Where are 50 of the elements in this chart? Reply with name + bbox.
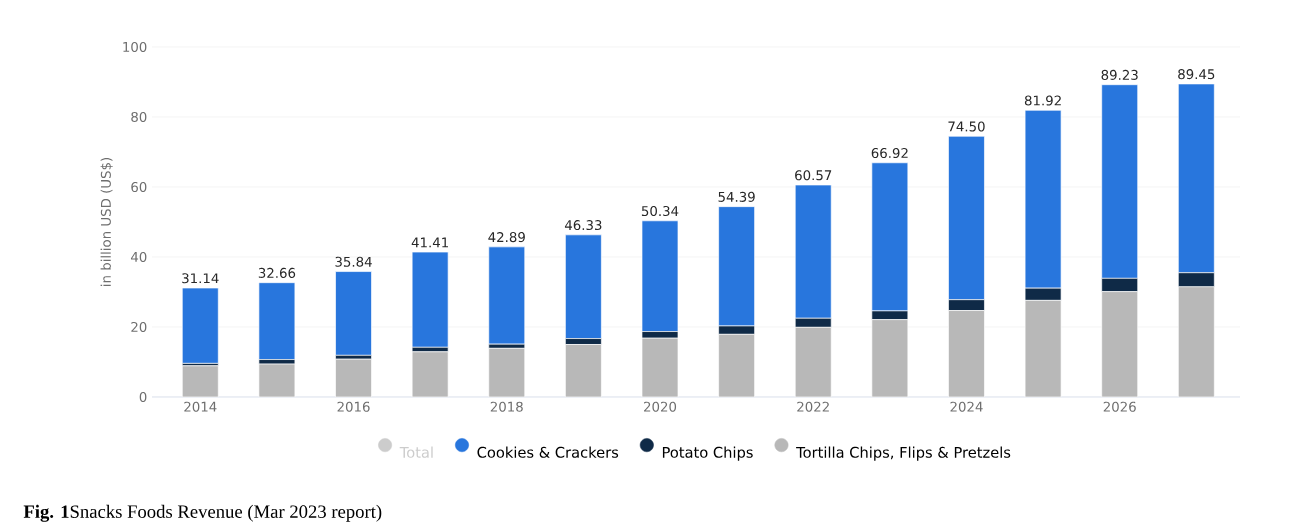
x-tick-label: 2024 [950, 401, 983, 412]
y-tick-label: 80 [131, 111, 147, 123]
total-label: 89.45 [1178, 69, 1215, 80]
bar [335, 358, 372, 397]
bar [948, 310, 985, 397]
x-tick-label: 2022 [797, 401, 829, 412]
y-tick-label: 20 [131, 321, 147, 333]
x-tick-label: 2014 [184, 401, 217, 412]
total-label: 32.66 [258, 267, 296, 278]
y-tick-label: 0 [139, 391, 147, 403]
bar [335, 271, 372, 356]
x-tick-label: 2020 [644, 401, 677, 412]
total-label: 74.50 [948, 121, 985, 132]
bar [411, 251, 449, 348]
bar [488, 246, 526, 345]
y-tick-label: 40 [130, 251, 147, 263]
bar [871, 319, 909, 397]
x-tick-label: 2026 [1103, 401, 1136, 412]
bar [1024, 300, 1062, 397]
y-tick-label: 100 [123, 41, 147, 53]
total-label: 31.14 [182, 273, 219, 284]
total-label: 50.34 [641, 205, 679, 217]
total-label: 54.39 [718, 191, 755, 202]
total-label: 89.23 [1101, 69, 1138, 80]
bar [181, 287, 219, 364]
bar [1177, 286, 1215, 397]
legend-label: Tortilla Chips, Flips & Pretzels [796, 446, 1011, 461]
legend-label: Cookies & Crackers [477, 446, 619, 458]
total-label: 42.89 [488, 232, 525, 243]
bar [258, 282, 296, 360]
total-label: 46.33 [564, 220, 602, 231]
y-axis-title: in billion USD (US$) [100, 157, 113, 286]
total-label: 60.57 [795, 170, 832, 181]
total-label: 66.92 [871, 147, 908, 159]
total-label: 41.41 [411, 237, 448, 248]
bar [488, 348, 526, 397]
bar [794, 327, 832, 397]
bar [565, 344, 602, 397]
x-tick-label: 2016 [337, 401, 370, 412]
bar [718, 334, 755, 397]
total-label: 35.84 [335, 256, 372, 267]
bar [641, 337, 679, 397]
bar [1101, 291, 1139, 397]
y-tick-label: 60 [131, 181, 147, 193]
total-label: 81.92 [1024, 95, 1061, 106]
bar [411, 351, 449, 397]
text: Fig. 1Snacks Foods Revenue (Mar 2023 report) [23, 504, 382, 522]
legend-label: Potato Chips [662, 446, 753, 461]
bar [181, 365, 219, 397]
x-tick-label: 2018 [490, 401, 523, 412]
